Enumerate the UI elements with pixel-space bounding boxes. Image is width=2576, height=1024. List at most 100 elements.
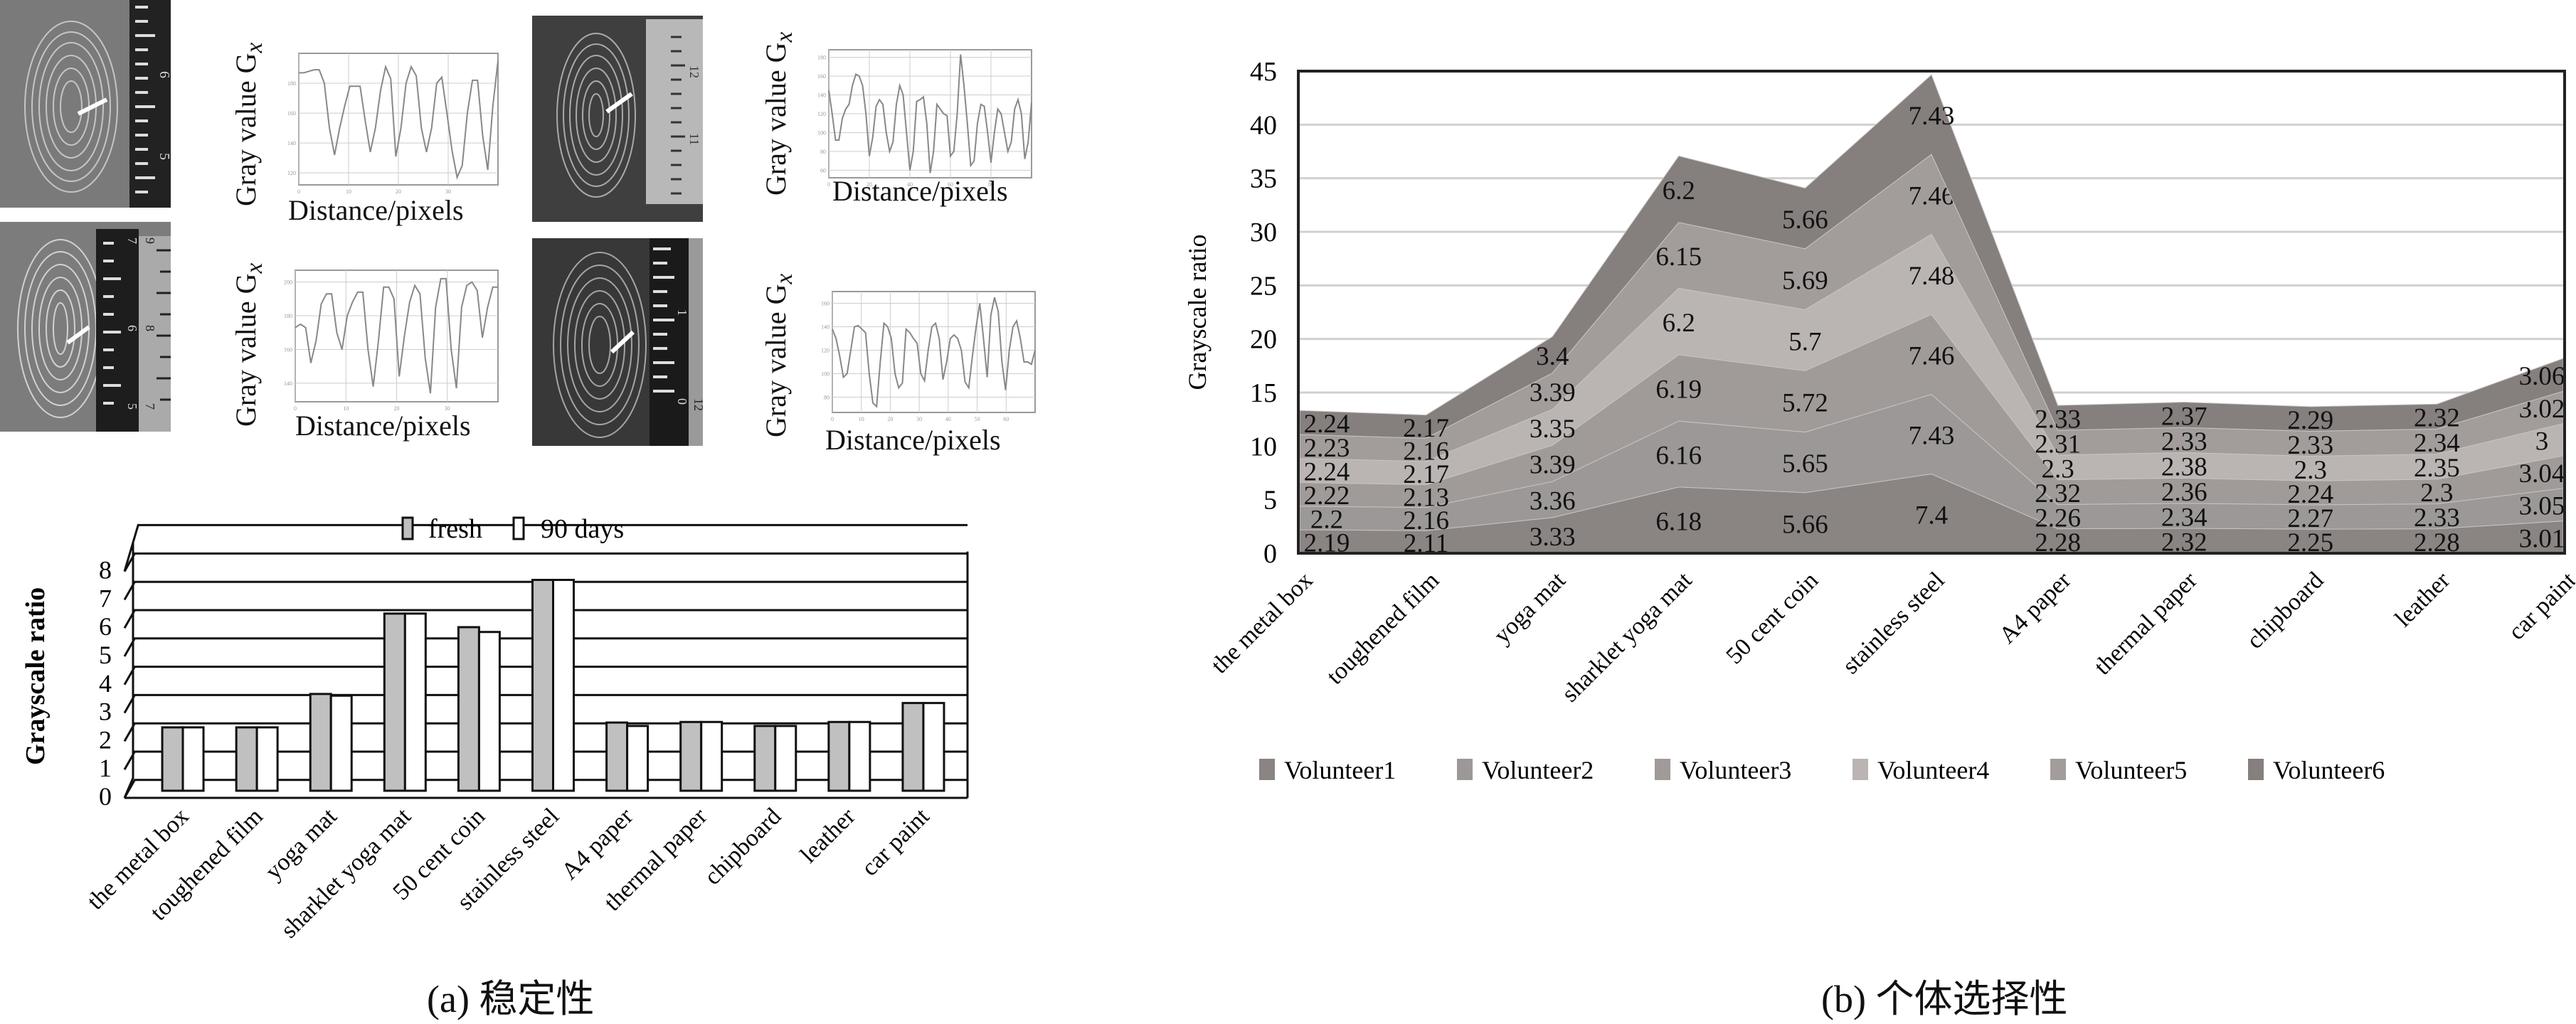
profile-plot-3: Gray value Gx 60 80 100 120 140 160 180 0 20 40 60… bbox=[758, 7, 1042, 228]
bar-fresh bbox=[309, 693, 332, 792]
data-label: 3.05 bbox=[2519, 492, 2565, 521]
x-tick-label: sharklet yoga mat bbox=[1557, 567, 1697, 707]
x-tick-label: 0 bbox=[831, 416, 834, 422]
gridline bbox=[123, 666, 968, 686]
data-label: 2.33 bbox=[2035, 405, 2081, 434]
y-tick-label: 160 bbox=[287, 110, 296, 117]
data-label: 2.32 bbox=[2414, 404, 2460, 433]
data-label: 2.16 bbox=[1403, 506, 1449, 535]
gridline bbox=[123, 580, 968, 601]
measure-line bbox=[77, 97, 108, 116]
x-tick-label: leather bbox=[2390, 567, 2455, 632]
fingerprint-graphic: 7 6 5 9 8 7 bbox=[0, 222, 171, 432]
data-label: 2.35 bbox=[2414, 454, 2460, 483]
x-tick-label: car paint bbox=[2503, 567, 2575, 645]
x-tick-label: yoga mat bbox=[1489, 567, 1571, 649]
y-tick-label: 100 bbox=[817, 129, 826, 136]
measure-line bbox=[610, 330, 635, 354]
ruler-label: 6 bbox=[157, 71, 171, 78]
ruler-label: 7 bbox=[125, 238, 139, 244]
profile-ylabel: Gray value Gx bbox=[759, 274, 798, 437]
x-tick-label: 50 cent coin bbox=[1721, 567, 1823, 669]
profile-plot-1: Gray value Gx 120 140 160 180 0 10 20 30 Distan… bbox=[228, 7, 512, 228]
data-label: 3 bbox=[2535, 427, 2549, 456]
profile-line-chart: 80 100 120 140 160 0 10 20 30 40 50 60 bbox=[821, 291, 1036, 422]
data-label: 7.43 bbox=[1909, 102, 1955, 131]
y-tick-label: 30 bbox=[1250, 218, 1277, 247]
bar-fresh bbox=[531, 578, 554, 792]
x-tick-label: 40 bbox=[907, 181, 913, 188]
legend-label: Volunteer6 bbox=[2273, 756, 2385, 784]
x-tick-label: 30 bbox=[445, 405, 450, 412]
x-tick-label: 0 bbox=[827, 181, 830, 188]
ylabel-subscript: x bbox=[241, 42, 267, 53]
data-label: 5.69 bbox=[1782, 267, 1828, 296]
ruler bbox=[139, 236, 171, 432]
data-label: 2.17 bbox=[1403, 460, 1449, 489]
bar-90-days bbox=[477, 631, 501, 792]
data-label: 2.36 bbox=[2161, 478, 2207, 507]
x-tick-label: 10 bbox=[859, 416, 864, 422]
ylabel-subscript: x bbox=[771, 31, 797, 43]
ruler-label: 5 bbox=[157, 153, 171, 160]
bar-90-days bbox=[774, 725, 797, 792]
ylabel-subscript: x bbox=[771, 273, 797, 284]
fingerprint-graphic: 1 0 12 bbox=[532, 238, 703, 446]
profile-plot-2: Gray value Gx 140 160 180 200 0 10 20 30 Distan… bbox=[228, 235, 512, 455]
y-tick-label: 0 bbox=[99, 782, 112, 811]
caption-a: (a) 稳定性 bbox=[427, 978, 595, 1020]
data-label: 5.66 bbox=[1782, 510, 1828, 539]
data-label: 3.06 bbox=[2519, 362, 2565, 391]
data-label: 2.16 bbox=[1403, 437, 1449, 466]
y-tick-label: 120 bbox=[287, 170, 296, 176]
ruler-label: 9 bbox=[143, 238, 157, 244]
bar-fresh bbox=[753, 725, 777, 792]
x-tick-label: 10 bbox=[346, 188, 351, 195]
legend-label: 90 days bbox=[541, 514, 624, 544]
x-tick-label: A4 paper bbox=[1994, 567, 2076, 649]
fingerprint-image-3: 12 11 bbox=[532, 16, 703, 222]
legend-swatch-volunteer6 bbox=[2248, 759, 2264, 780]
bar-90-days bbox=[181, 726, 205, 792]
data-label: 3.4 bbox=[1536, 342, 1569, 371]
data-label: 3.01 bbox=[2519, 524, 2565, 553]
y-tick-label: 80 bbox=[824, 395, 829, 401]
profile-ylabel: Gray value Gx bbox=[229, 43, 268, 206]
ylabel-text: Gray value G bbox=[760, 284, 792, 437]
bar-fresh bbox=[901, 702, 925, 792]
data-label: 2.23 bbox=[1304, 434, 1350, 463]
legend-swatch-volunteer5 bbox=[2050, 759, 2066, 780]
data-label: 2.13 bbox=[1403, 484, 1449, 513]
data-label: 2.24 bbox=[2287, 480, 2333, 509]
legend-swatch-volunteer2 bbox=[1457, 759, 1473, 780]
data-label: 2.33 bbox=[2414, 503, 2460, 533]
y-tick-label: 180 bbox=[817, 55, 826, 61]
data-label: 7.46 bbox=[1909, 341, 1955, 370]
bar-fresh bbox=[605, 721, 629, 792]
x-tick-label: 20 bbox=[396, 188, 401, 195]
ruler bbox=[689, 238, 703, 446]
profile-line-chart: 60 80 100 120 140 160 180 0 20 40 60 80 bbox=[817, 49, 1032, 188]
x-tick-label: 30 bbox=[916, 416, 922, 422]
legend-label: Volunteer4 bbox=[1877, 756, 1989, 784]
x-tick-label: 50 bbox=[975, 416, 980, 422]
y-axis-label: Grayscale ratio bbox=[1183, 235, 1212, 390]
data-label: 6.2 bbox=[1663, 309, 1695, 338]
legend-swatch-volunteer4 bbox=[1853, 759, 1868, 780]
x-tick-label: 40 bbox=[945, 416, 951, 422]
gridline bbox=[123, 609, 968, 629]
y-tick-label: 40 bbox=[1250, 110, 1277, 140]
x-tick-label: stainless steel bbox=[1838, 567, 1950, 679]
y-tick-label: 10 bbox=[1250, 432, 1277, 462]
data-label: 2.17 bbox=[1403, 414, 1449, 443]
profile-line bbox=[828, 54, 1032, 174]
ruler-label: 12 bbox=[691, 398, 703, 411]
data-label: 5.66 bbox=[1782, 206, 1828, 235]
y-tick-label: 35 bbox=[1250, 164, 1277, 194]
y-tick-label: 1 bbox=[99, 754, 112, 782]
legend-swatch-volunteer3 bbox=[1655, 759, 1670, 780]
y-tick-label: 160 bbox=[284, 346, 292, 353]
ylabel-text: Gray value G bbox=[230, 273, 262, 427]
y-tick-label: 140 bbox=[817, 92, 826, 99]
